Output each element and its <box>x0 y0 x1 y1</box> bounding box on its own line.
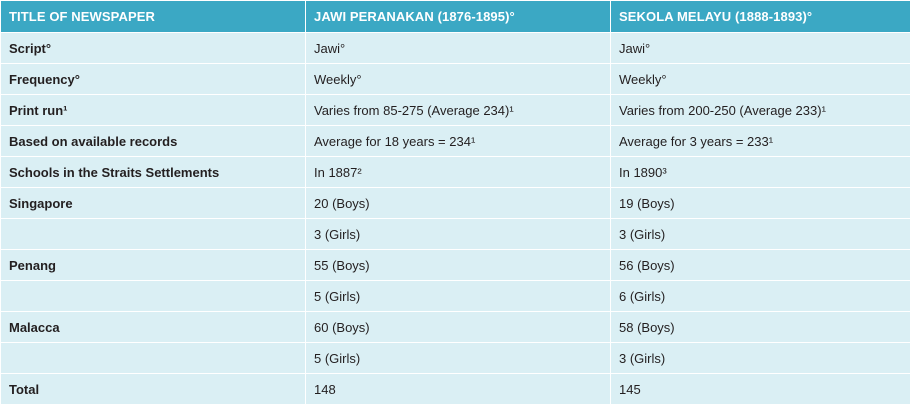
table-row: Malacca 60 (Boys) 58 (Boys) <box>0 311 910 343</box>
row-label <box>0 342 306 374</box>
sekola-cell: In 1890³ <box>610 156 910 188</box>
row-label <box>0 280 306 312</box>
jawi-cell: Varies from 85-275 (Average 234)¹ <box>305 94 611 126</box>
row-label: Frequency° <box>0 63 306 95</box>
table-row: Based on available records Average for 1… <box>0 125 910 157</box>
table-row: Script° Jawi° Jawi° <box>0 32 910 64</box>
row-label: Malacca <box>0 311 306 343</box>
sekola-cell: Weekly° <box>610 63 910 95</box>
sekola-cell: 3 (Girls) <box>610 342 910 374</box>
table-row: Singapore 20 (Boys) 19 (Boys) <box>0 187 910 219</box>
sekola-cell: Jawi° <box>610 32 910 64</box>
jawi-cell: Jawi° <box>305 32 611 64</box>
table-header: TITLE OF NEWSPAPER JAWI PERANAKAN (1876-… <box>0 0 910 33</box>
header-sekola-melayu: SEKOLA MELAYU (1888-1893)° <box>610 0 910 33</box>
sekola-cell: 56 (Boys) <box>610 249 910 281</box>
table-row: Frequency° Weekly° Weekly° <box>0 63 910 95</box>
jawi-cell: In 1887² <box>305 156 611 188</box>
jawi-cell: 60 (Boys) <box>305 311 611 343</box>
table-row: Schools in the Straits Settlements In 18… <box>0 156 910 188</box>
jawi-cell: 5 (Girls) <box>305 342 611 374</box>
row-label: Script° <box>0 32 306 64</box>
header-jawi-peranakan: JAWI PERANAKAN (1876-1895)° <box>305 0 611 33</box>
jawi-cell: 20 (Boys) <box>305 187 611 219</box>
row-label: Print run¹ <box>0 94 306 126</box>
row-label: Schools in the Straits Settlements <box>0 156 306 188</box>
jawi-cell: 3 (Girls) <box>305 218 611 250</box>
row-label: Total <box>0 373 306 405</box>
sekola-cell: Average for 3 years = 233¹ <box>610 125 910 157</box>
jawi-cell: Weekly° <box>305 63 611 95</box>
table-body: Script° Jawi° Jawi° Frequency° Weekly° W… <box>0 32 910 405</box>
jawi-cell: 5 (Girls) <box>305 280 611 312</box>
row-label: Based on available records <box>0 125 306 157</box>
row-label <box>0 218 306 250</box>
table-row: 5 (Girls) 6 (Girls) <box>0 280 910 312</box>
sekola-cell: 58 (Boys) <box>610 311 910 343</box>
table-row: 5 (Girls) 3 (Girls) <box>0 342 910 374</box>
row-label: Singapore <box>0 187 306 219</box>
sekola-cell: 19 (Boys) <box>610 187 910 219</box>
jawi-cell: 148 <box>305 373 611 405</box>
table-row-total: Total 148 145 <box>0 373 910 405</box>
header-title-of-newspaper: TITLE OF NEWSPAPER <box>0 0 306 33</box>
header-row: TITLE OF NEWSPAPER JAWI PERANAKAN (1876-… <box>0 0 910 33</box>
newspaper-comparison-table: TITLE OF NEWSPAPER JAWI PERANAKAN (1876-… <box>0 0 910 405</box>
jawi-cell: Average for 18 years = 234¹ <box>305 125 611 157</box>
sekola-cell: Varies from 200-250 (Average 233)¹ <box>610 94 910 126</box>
sekola-cell: 6 (Girls) <box>610 280 910 312</box>
table-row: Print run¹ Varies from 85-275 (Average 2… <box>0 94 910 126</box>
table-row: 3 (Girls) 3 (Girls) <box>0 218 910 250</box>
sekola-cell: 145 <box>610 373 910 405</box>
sekola-cell: 3 (Girls) <box>610 218 910 250</box>
jawi-cell: 55 (Boys) <box>305 249 611 281</box>
row-label: Penang <box>0 249 306 281</box>
table-row: Penang 55 (Boys) 56 (Boys) <box>0 249 910 281</box>
